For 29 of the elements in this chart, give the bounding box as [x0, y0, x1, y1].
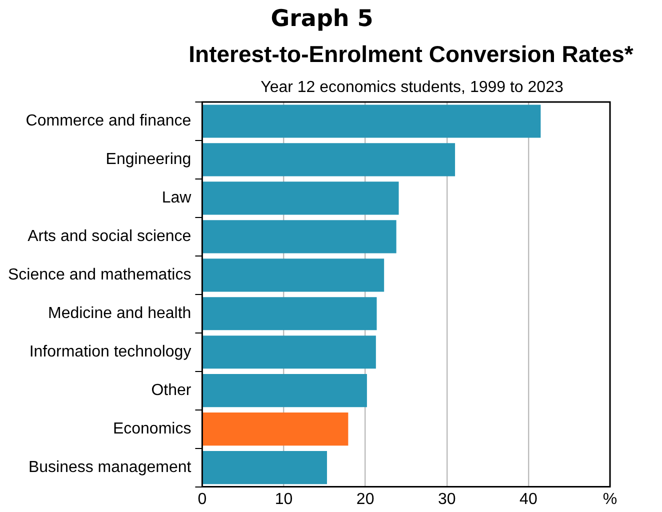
- x-tick-label: 40: [520, 490, 538, 508]
- bar: [202, 451, 327, 484]
- y-tick-label: Other: [151, 382, 192, 400]
- x-tick-label: 20: [356, 490, 374, 508]
- x-tick-label: 0: [198, 490, 207, 508]
- bar: [202, 182, 399, 215]
- bar: [202, 220, 396, 254]
- y-tick-label: Medicine and health: [48, 305, 192, 322]
- chart-subtitle: Interest-to-Enrolment Conversion Rates*: [188, 41, 634, 68]
- bar: [202, 297, 377, 330]
- text: Year 12 economics students, 1999 to 2023: [260, 79, 564, 97]
- y-tick-label: Economics: [112, 420, 192, 438]
- y-tick-label: Commerce and finance: [26, 112, 192, 130]
- y-tick-label: Science and mathematics: [8, 266, 192, 284]
- x-tick-label: 10: [274, 490, 293, 508]
- y-tick-label: Business management: [28, 458, 192, 476]
- y-tick-label: Law: [162, 190, 192, 207]
- bar: [202, 374, 367, 408]
- chart-title: Graph 5: [270, 6, 374, 32]
- x-tick-label: %: [602, 490, 618, 508]
- bar: [202, 412, 348, 446]
- bar: [202, 143, 456, 176]
- y-tick-label: Arts and social science: [28, 228, 192, 246]
- y-tick-label: Information technology: [29, 344, 192, 361]
- bar: [202, 258, 384, 292]
- bar: [202, 104, 541, 138]
- y-tick-label: Engineering: [106, 151, 192, 168]
- bar: [202, 336, 376, 369]
- x-tick-label: 30: [438, 490, 456, 508]
